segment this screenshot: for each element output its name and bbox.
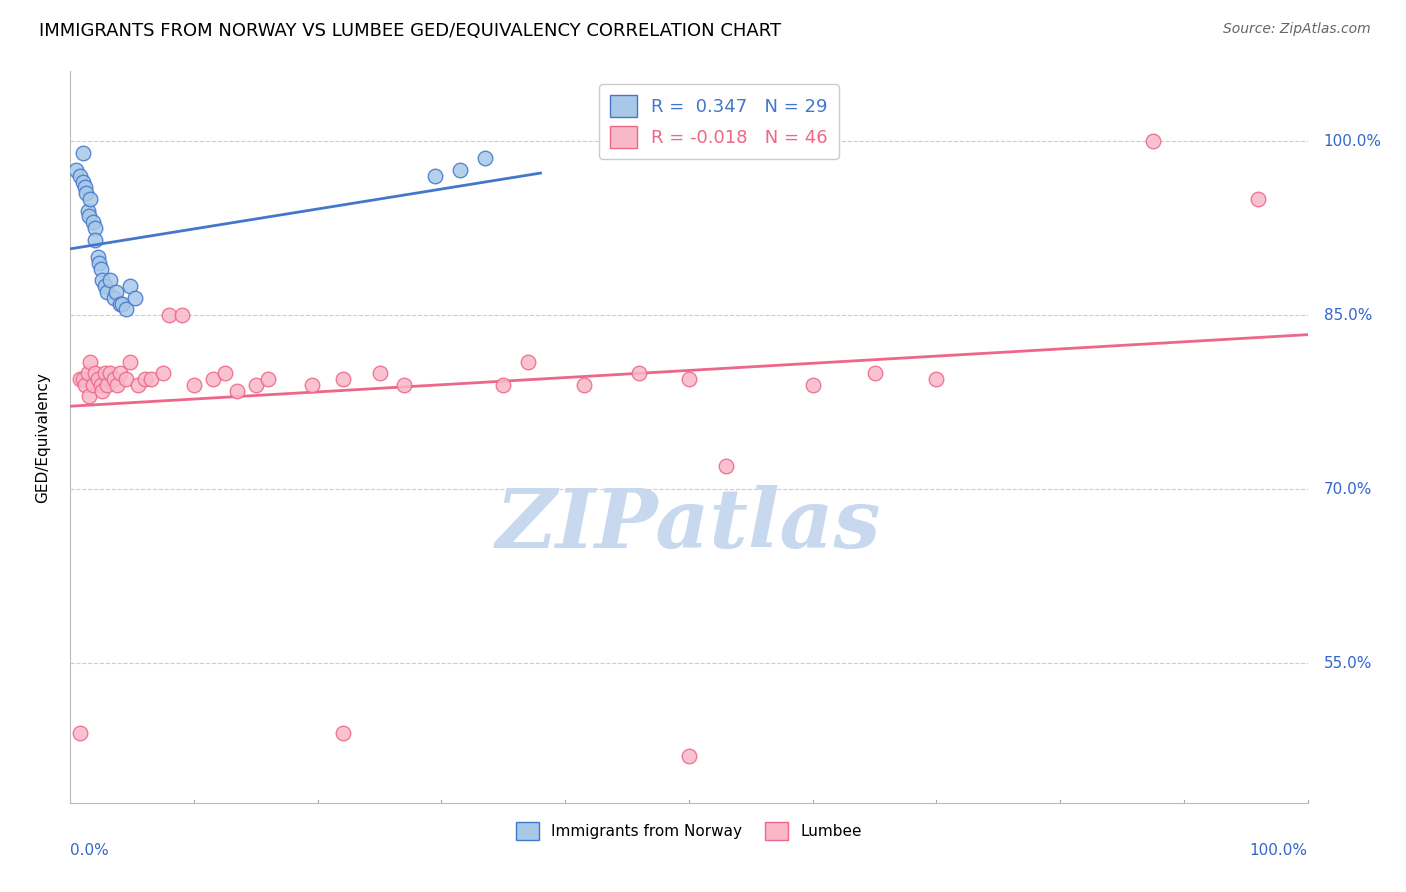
Point [134,372,156,386]
Point [98,366,121,380]
Point [75,180,97,194]
Point [69,169,91,183]
Point [91,384,114,398]
Point [69,372,91,386]
Point [82,215,104,229]
Point [368,366,391,380]
Point [103,291,125,305]
Point [628,366,651,380]
Point [124,291,146,305]
Point [77,389,100,403]
Point [492,377,515,392]
Point [75,186,97,201]
Point [87,256,110,270]
Point [96,285,118,299]
Text: ZIPatlas: ZIPatlas [496,485,882,565]
Point [301,377,323,392]
Point [84,366,107,380]
Point [90,261,112,276]
Point [82,377,104,392]
Point [86,372,108,386]
Point [77,210,100,224]
Point [91,273,114,287]
Point [105,285,128,299]
Point [98,273,121,287]
Point [118,279,141,293]
Point [90,377,112,392]
Point [214,366,236,380]
Point [925,372,948,386]
Point [76,203,98,218]
Text: GED/Equivalency: GED/Equivalency [35,372,51,502]
Text: 55.0%: 55.0% [1323,656,1372,671]
Point [79,354,101,368]
Point [94,279,117,293]
Point [332,726,354,740]
Point [425,169,447,183]
Point [714,459,737,474]
Text: 0.0%: 0.0% [70,843,110,858]
Point [65,163,87,178]
Point [94,366,117,380]
Point [115,372,138,386]
Point [72,145,94,160]
Point [84,221,107,235]
Point [86,250,108,264]
Point [201,372,224,386]
Point [127,377,149,392]
Point [863,366,886,380]
Point [108,296,131,310]
Point [84,233,107,247]
Point [332,372,354,386]
Point [474,152,496,166]
Point [226,384,249,398]
Legend: Immigrants from Norway, Lumbee: Immigrants from Norway, Lumbee [510,815,868,847]
Point [257,372,280,386]
Point [69,726,91,740]
Point [678,749,700,764]
Point [449,163,471,178]
Point [170,308,193,322]
Point [118,354,141,368]
Text: 85.0%: 85.0% [1323,308,1372,323]
Text: 70.0%: 70.0% [1323,482,1372,497]
Point [152,366,174,380]
Point [1142,134,1164,148]
Point [75,377,97,392]
Point [111,296,134,310]
Point [108,366,131,380]
Text: 100.0%: 100.0% [1323,134,1382,149]
Point [79,192,101,206]
Point [517,354,540,368]
Point [139,372,162,386]
Point [572,377,595,392]
Point [245,377,267,392]
Point [1247,192,1270,206]
Point [76,366,98,380]
Point [183,377,205,392]
Text: Source: ZipAtlas.com: Source: ZipAtlas.com [1223,22,1371,37]
Text: IMMIGRANTS FROM NORWAY VS LUMBEE GED/EQUIVALENCY CORRELATION CHART: IMMIGRANTS FROM NORWAY VS LUMBEE GED/EQU… [39,22,782,40]
Point [105,377,128,392]
Point [394,377,416,392]
Point [103,372,125,386]
Point [72,372,94,386]
Point [115,302,138,317]
Point [157,308,180,322]
Point [678,372,700,386]
Point [801,377,824,392]
Text: 100.0%: 100.0% [1250,843,1308,858]
Point [96,377,118,392]
Point [72,175,94,189]
